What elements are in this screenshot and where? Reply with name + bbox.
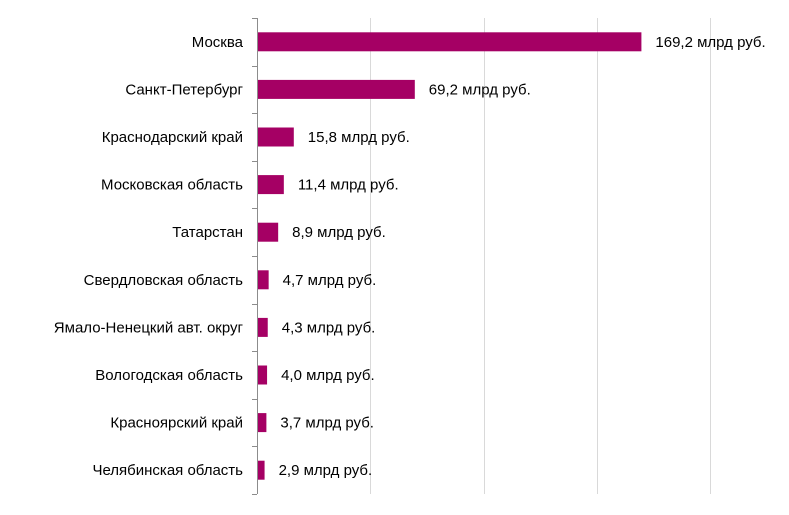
bar xyxy=(258,79,415,99)
bar xyxy=(258,222,279,242)
bar xyxy=(258,175,284,195)
data-label: 169,2 млрд руб. xyxy=(655,34,765,51)
data-label: 4,3 млрд руб. xyxy=(282,319,376,336)
bar xyxy=(258,365,268,385)
bar xyxy=(258,32,642,52)
category-label: Ямало-Ненецкий авт. округ xyxy=(54,319,244,336)
data-label: 4,7 млрд руб. xyxy=(283,272,377,289)
category-labels: Москва Санкт-Петербург Краснодарский край М… xyxy=(54,34,244,479)
bar xyxy=(258,127,294,147)
category-label: Московская область xyxy=(101,177,243,194)
bar xyxy=(258,270,269,290)
data-label: 4,0 млрд руб. xyxy=(281,367,375,384)
category-label: Краснодарский край xyxy=(102,129,243,146)
bars xyxy=(258,32,642,480)
bar xyxy=(258,413,267,433)
category-label: Татарстан xyxy=(172,224,243,241)
bar xyxy=(258,460,265,480)
category-label: Красноярский край xyxy=(110,415,243,432)
category-label: Москва xyxy=(192,34,244,51)
data-labels: 169,2 млрд руб. 69,2 млрд руб. 15,8 млрд р… xyxy=(279,34,766,479)
data-label: 15,8 млрд руб. xyxy=(308,129,410,146)
category-label: Вологодская область xyxy=(95,367,243,384)
category-label: Санкт-Петербург xyxy=(125,81,243,98)
category-label: Свердловская область xyxy=(84,272,244,289)
data-label: 2,9 млрд руб. xyxy=(279,462,373,479)
data-label: 69,2 млрд руб. xyxy=(429,81,531,98)
data-label: 8,9 млрд руб. xyxy=(292,224,386,241)
data-label: 11,4 млрд руб. xyxy=(298,177,399,194)
data-label: 3,7 млрд руб. xyxy=(280,415,374,432)
gridlines xyxy=(370,18,711,494)
category-label: Челябинская область xyxy=(92,462,243,479)
category-axis xyxy=(252,18,258,495)
bar xyxy=(258,317,268,337)
